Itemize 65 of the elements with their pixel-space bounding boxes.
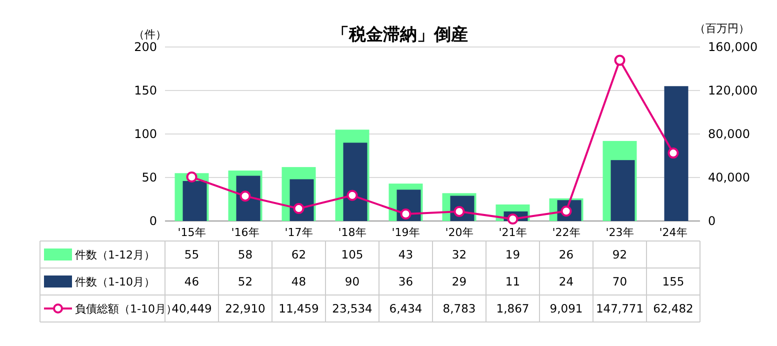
x-tick-label: '17年	[284, 226, 313, 239]
y2-tick-label: 40,000	[708, 170, 750, 184]
data-label: 62	[291, 248, 306, 262]
bar	[610, 160, 635, 221]
data-label: 1,867	[496, 302, 530, 316]
data-label: 70	[612, 274, 628, 288]
data-label: 6,434	[389, 302, 422, 316]
data-label: 26	[558, 248, 574, 262]
x-tick-label: '16年	[231, 226, 260, 239]
point	[400, 208, 412, 220]
bar	[664, 86, 688, 221]
point	[507, 213, 518, 224]
data-label: 29	[452, 274, 467, 288]
point	[614, 54, 626, 66]
data-label: 52	[238, 274, 253, 288]
chart-title: 「税金滞納」倒産	[332, 25, 468, 45]
point	[293, 203, 304, 214]
data-label: 46	[184, 274, 200, 288]
data-label: 32	[452, 248, 467, 262]
x-tick-label: '20年	[445, 226, 474, 239]
data-label: 155	[662, 274, 684, 288]
x-tick-label: '19年	[392, 226, 420, 239]
y2-tick-label: 160,000	[708, 40, 758, 54]
data-label: 58	[238, 248, 253, 262]
point	[186, 172, 198, 183]
data-label: 24	[558, 274, 574, 288]
data-label: 23,534	[332, 302, 372, 316]
x-tick-label: '24年	[659, 226, 688, 239]
data-label: 40,449	[172, 302, 212, 316]
data-label: 19	[505, 248, 520, 262]
y-tick-label: 0	[149, 214, 157, 228]
y2-tick-label: 120,000	[708, 84, 758, 98]
y2-axis-title: （百万円）	[694, 22, 750, 35]
data-label: 147,771	[596, 302, 644, 316]
y-tick-label: 50	[142, 170, 157, 184]
x-tick-label: '22年	[552, 226, 580, 239]
x-tick-label: '21年	[498, 226, 527, 239]
legend-label: 件数（1-10月）	[75, 276, 155, 288]
point	[346, 190, 358, 201]
data-label: 11	[505, 274, 520, 288]
data-label: 9,091	[550, 302, 583, 316]
y-tick-label: 200	[134, 40, 157, 54]
point	[668, 148, 679, 159]
data-label: 55	[184, 248, 200, 262]
data-label: 92	[612, 248, 628, 262]
data-label: 48	[291, 274, 306, 288]
y-tick-label: 100	[134, 127, 157, 141]
x-tick-label: '23年	[606, 226, 634, 239]
data-label: 105	[341, 248, 364, 262]
data-label: 22,910	[225, 302, 266, 316]
data-label: 8,783	[442, 302, 476, 316]
x-tick-label: '15年	[178, 226, 206, 239]
y2-tick-label: 80,000	[708, 127, 750, 141]
bar	[343, 142, 368, 221]
data-label: 43	[398, 248, 414, 262]
y-axis-title: （件）	[134, 28, 166, 41]
legend-label: 件数（1-12月）	[75, 248, 155, 262]
data-label: 62,482	[653, 302, 694, 316]
y-tick-label: 150	[134, 84, 157, 98]
data-label: 11,459	[278, 302, 319, 316]
bar	[182, 180, 207, 221]
data-label: 36	[398, 274, 414, 288]
data-label: 90	[344, 274, 360, 288]
x-tick-label: '18年	[338, 226, 366, 239]
y2-tick-label: 0	[708, 214, 716, 228]
